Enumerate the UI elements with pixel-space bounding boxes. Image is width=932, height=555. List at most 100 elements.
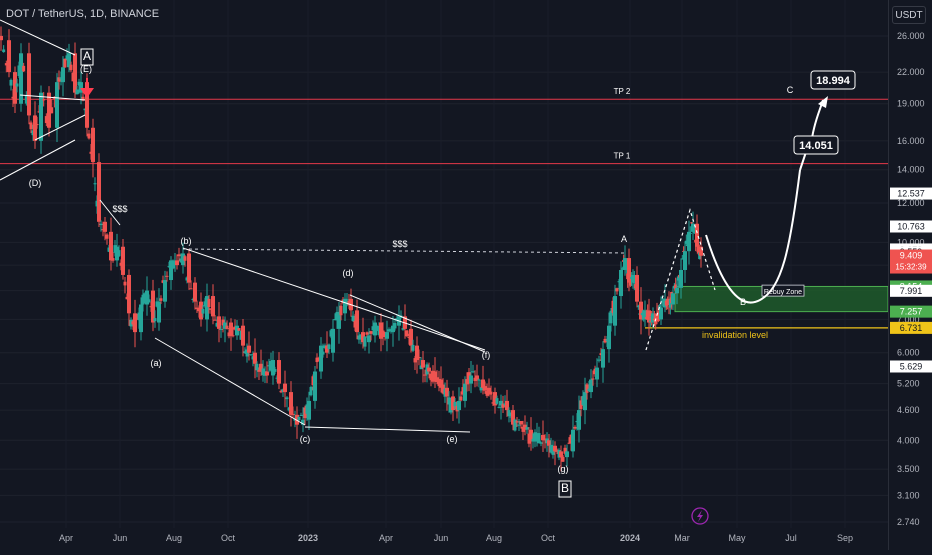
- price-tag-label: 6.731: [900, 323, 923, 333]
- candle-body: [463, 383, 467, 401]
- candle-body: [619, 269, 623, 297]
- currency-button[interactable]: USDT: [892, 6, 926, 24]
- candle: [235, 319, 239, 340]
- candle: [4, 60, 8, 73]
- candle: [507, 407, 511, 423]
- candle: [601, 341, 605, 383]
- wave-box: [80, 48, 94, 66]
- candle: [333, 313, 337, 321]
- candle-body: [409, 328, 413, 346]
- candle: [523, 415, 527, 436]
- candle-body: [325, 345, 329, 353]
- x-tick-label: 2024: [620, 533, 640, 543]
- wave-label: (e): [447, 434, 458, 444]
- candle: [577, 395, 581, 443]
- candle-body: [577, 410, 581, 430]
- candle-body: [519, 421, 523, 425]
- candle-body: [123, 281, 127, 286]
- candle-body: [313, 371, 317, 401]
- wave-label: (d): [343, 268, 354, 278]
- countdown-label: 15:32:39: [895, 263, 927, 272]
- wave-label: (E): [80, 64, 92, 74]
- candle-body: [163, 280, 167, 302]
- candle-body: [99, 223, 103, 226]
- candle-body: [373, 322, 377, 336]
- candle: [385, 320, 389, 352]
- candle-body: [429, 373, 433, 381]
- trendline: [349, 294, 486, 353]
- candle: [253, 338, 257, 379]
- candle-body: [493, 392, 497, 406]
- candle: [13, 66, 17, 114]
- projection-arrow-to-tp2: [811, 99, 824, 139]
- candle: [397, 305, 401, 341]
- candle-body: [513, 419, 517, 431]
- candle-body: [541, 434, 545, 441]
- candle: [175, 254, 179, 270]
- candle: [217, 302, 221, 343]
- candle-body: [483, 386, 487, 391]
- candle-body: [127, 274, 131, 314]
- candle-body: [585, 384, 589, 393]
- candle: [63, 58, 67, 69]
- candle: [315, 353, 319, 369]
- price-axis-svg: 26.000 22.000 19.000 16.000 14.000 12.000 10.0…: [890, 31, 932, 527]
- candle-body: [177, 254, 181, 257]
- y-tick-label: 22.000: [897, 67, 925, 77]
- candle: [421, 350, 425, 383]
- candle: [35, 116, 39, 129]
- price-tag-label: 7.257: [900, 307, 923, 317]
- candle-body: [111, 258, 115, 261]
- trendline: [0, 19, 76, 56]
- candle: [273, 366, 277, 374]
- candle: [277, 352, 281, 390]
- candle-body: [487, 387, 491, 393]
- trendline: [154, 337, 306, 426]
- candle-body: [609, 310, 613, 324]
- candle-body: [237, 328, 241, 331]
- candle: [135, 313, 139, 320]
- candle-body: [283, 383, 287, 393]
- candle-body: [691, 223, 695, 232]
- candle-body: [243, 351, 247, 354]
- candle: [597, 355, 601, 363]
- trendline: [99, 199, 121, 226]
- x-tick-label: 2023: [298, 533, 318, 543]
- candle: [541, 420, 545, 452]
- candle-body: [13, 72, 17, 104]
- candle: [303, 405, 307, 426]
- candle-body: [121, 246, 125, 275]
- candle: [283, 370, 287, 408]
- x-tick-label: Oct: [221, 533, 236, 543]
- candle: [299, 412, 303, 416]
- candle-body: [315, 357, 319, 363]
- candle: [67, 43, 71, 73]
- candle-body: [699, 246, 703, 256]
- candle: [565, 444, 569, 467]
- candle-body: [361, 332, 365, 343]
- candle-body: [235, 325, 239, 336]
- x-tick-label: Jul: [785, 533, 797, 543]
- candle: [481, 365, 485, 395]
- candle-body: [265, 371, 269, 376]
- candle: [539, 441, 543, 447]
- candle-body: [563, 447, 567, 454]
- candle: [29, 120, 33, 134]
- candle: [189, 280, 193, 290]
- candle: [393, 318, 397, 331]
- candle-body: [117, 250, 121, 257]
- candle-body: [401, 328, 405, 330]
- rebuy-zone-tag: [761, 284, 805, 297]
- candle: [213, 315, 217, 321]
- candle-body: [199, 301, 203, 320]
- candle-body: [355, 310, 359, 333]
- candle-body: [183, 256, 187, 261]
- candle-body: [81, 96, 85, 101]
- candle: [435, 370, 439, 385]
- candle-body: [369, 331, 373, 334]
- price-axis[interactable]: 26.000 22.000 19.000 16.000 14.000 12.000 10.0…: [888, 0, 932, 550]
- candle-body: [301, 419, 305, 425]
- candle: [169, 256, 173, 290]
- candle: [367, 328, 371, 354]
- y-tick-label: 4.600: [897, 405, 920, 415]
